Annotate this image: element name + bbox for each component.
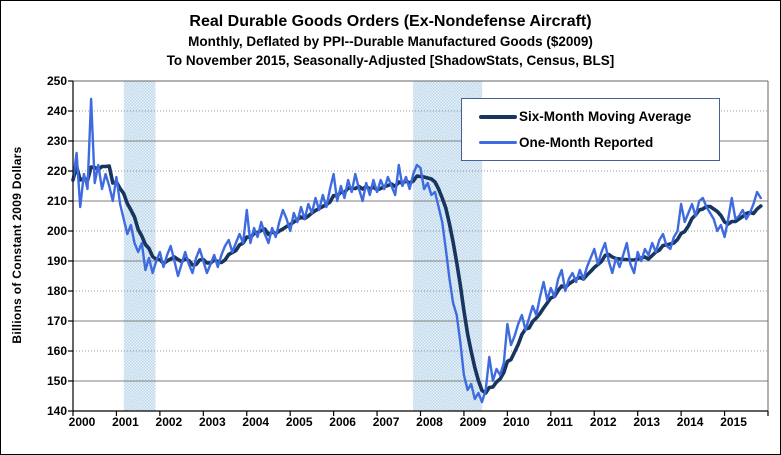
chart-subtitle-2: To November 2015, Seasonally-Adjusted [S… xyxy=(166,53,615,68)
chart-title-block: Real Durable Goods Orders (Ex-Nondefense… xyxy=(1,11,780,70)
legend-label: Six-Month Moving Average xyxy=(519,109,692,125)
legend-item: One-Month Reported xyxy=(479,135,719,150)
legend-label: One-Month Reported xyxy=(519,134,654,150)
one-month-reported-line xyxy=(71,97,762,404)
legend-line-swatch xyxy=(479,114,517,119)
legend-box: Six-Month Moving Average One-Month Report… xyxy=(461,98,720,161)
chart-title: Real Durable Goods Orders (Ex-Nondefense… xyxy=(189,13,592,30)
chart-subtitle: Monthly, Deflated by PPI--Durable Manufa… xyxy=(188,34,593,49)
legend-item: Six-Month Moving Average xyxy=(479,109,719,124)
legend-line-swatch xyxy=(479,140,517,144)
